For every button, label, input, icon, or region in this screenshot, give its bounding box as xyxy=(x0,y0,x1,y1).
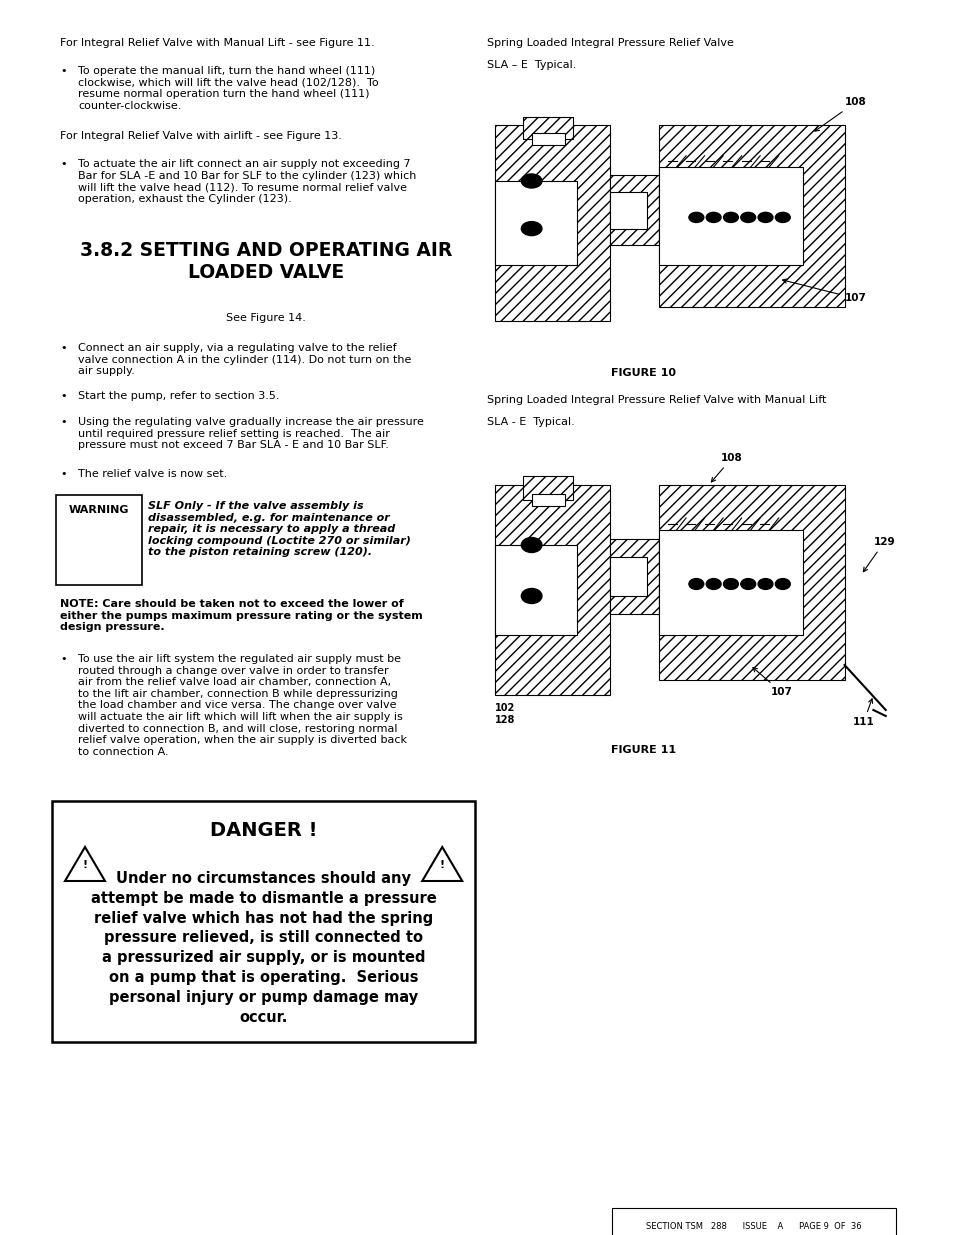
Circle shape xyxy=(775,212,789,222)
Text: Using the regulating valve gradually increase the air pressure
until required pr: Using the regulating valve gradually inc… xyxy=(78,417,423,451)
Text: The relief valve is now set.: The relief valve is now set. xyxy=(78,469,227,479)
Bar xyxy=(523,116,572,140)
Text: •: • xyxy=(60,655,67,664)
Circle shape xyxy=(688,579,703,589)
Text: 108: 108 xyxy=(711,453,742,482)
Text: SECTION TSM   288      ISSUE    A      PAGE 9  OF  36: SECTION TSM 288 ISSUE A PAGE 9 OF 36 xyxy=(645,1221,861,1231)
Text: 3.8.2 SETTING AND OPERATING AIR
LOADED VALVE: 3.8.2 SETTING AND OPERATING AIR LOADED V… xyxy=(80,241,452,282)
Circle shape xyxy=(520,174,541,188)
Text: See Figure 14.: See Figure 14. xyxy=(226,312,306,324)
Text: NOTE: Care should be taken not to exceed the lower of
either the pumps maximum p: NOTE: Care should be taken not to exceed… xyxy=(60,599,422,632)
Text: Spring Loaded Integral Pressure Relief Valve with Manual Lift: Spring Loaded Integral Pressure Relief V… xyxy=(487,395,825,405)
FancyBboxPatch shape xyxy=(612,1208,895,1235)
Bar xyxy=(609,557,646,597)
Text: 107: 107 xyxy=(752,668,792,697)
Bar xyxy=(531,133,564,144)
Polygon shape xyxy=(422,847,462,881)
FancyBboxPatch shape xyxy=(56,495,142,585)
Bar xyxy=(531,494,564,506)
Text: WARNING: WARNING xyxy=(69,505,129,515)
Text: •: • xyxy=(60,391,67,401)
Text: 111: 111 xyxy=(852,699,874,727)
Circle shape xyxy=(740,212,755,222)
Text: DANGER !: DANGER ! xyxy=(210,821,317,840)
Text: •: • xyxy=(60,159,67,169)
Bar xyxy=(494,182,577,266)
Text: 108: 108 xyxy=(814,98,865,131)
Text: 107: 107 xyxy=(781,279,865,304)
Bar xyxy=(494,485,609,695)
Text: !: ! xyxy=(82,860,88,869)
Circle shape xyxy=(688,212,703,222)
Circle shape xyxy=(520,589,541,604)
Bar xyxy=(609,538,659,614)
Circle shape xyxy=(758,579,772,589)
Text: Under no circumstances should any
attempt be made to dismantle a pressure
relief: Under no circumstances should any attemp… xyxy=(91,871,436,1025)
Bar xyxy=(659,167,802,266)
Bar xyxy=(494,125,609,321)
Bar xyxy=(523,475,572,500)
Bar xyxy=(609,175,659,246)
Text: Connect an air supply, via a regulating valve to the relief
valve connection A i: Connect an air supply, via a regulating … xyxy=(78,343,411,377)
Text: For Integral Relief Valve with Manual Lift - see Figure 11.: For Integral Relief Valve with Manual Li… xyxy=(60,38,375,48)
Text: SLF Only - If the valve assembly is
disassembled, e.g. for maintenance or
repair: SLF Only - If the valve assembly is disa… xyxy=(148,501,411,557)
Text: FIGURE 11: FIGURE 11 xyxy=(610,745,675,755)
Bar xyxy=(609,193,646,228)
Text: •: • xyxy=(60,469,67,479)
Circle shape xyxy=(740,579,755,589)
Text: •: • xyxy=(60,65,67,77)
Text: SLA - E  Typical.: SLA - E Typical. xyxy=(487,417,575,427)
Text: •: • xyxy=(60,343,67,353)
Text: For Integral Relief Valve with airlift - see Figure 13.: For Integral Relief Valve with airlift -… xyxy=(60,131,341,141)
Circle shape xyxy=(520,537,541,552)
Circle shape xyxy=(722,579,738,589)
Text: SLA – E  Typical.: SLA – E Typical. xyxy=(487,61,576,70)
Text: To operate the manual lift, turn the hand wheel (111)
clockwise, which will lift: To operate the manual lift, turn the han… xyxy=(78,65,378,111)
Circle shape xyxy=(705,579,720,589)
Text: To actuate the air lift connect an air supply not exceeding 7
Bar for SLA -E and: To actuate the air lift connect an air s… xyxy=(78,159,416,204)
Text: To use the air lift system the regulated air supply must be
routed through a cha: To use the air lift system the regulated… xyxy=(78,655,407,757)
Bar xyxy=(659,125,843,308)
Circle shape xyxy=(705,212,720,222)
Text: Start the pump, refer to section 3.5.: Start the pump, refer to section 3.5. xyxy=(78,391,279,401)
Bar xyxy=(659,485,843,680)
Text: 129: 129 xyxy=(862,537,894,572)
Text: FIGURE 10: FIGURE 10 xyxy=(610,368,675,378)
Text: !: ! xyxy=(439,860,444,869)
Circle shape xyxy=(758,212,772,222)
Text: 102
128: 102 128 xyxy=(494,704,515,725)
Polygon shape xyxy=(65,847,105,881)
Text: Spring Loaded Integral Pressure Relief Valve: Spring Loaded Integral Pressure Relief V… xyxy=(487,38,734,48)
Circle shape xyxy=(722,212,738,222)
Circle shape xyxy=(775,579,789,589)
FancyBboxPatch shape xyxy=(52,802,475,1042)
Bar xyxy=(659,530,802,635)
Circle shape xyxy=(520,221,541,236)
Text: •: • xyxy=(60,417,67,427)
Bar xyxy=(494,545,577,635)
